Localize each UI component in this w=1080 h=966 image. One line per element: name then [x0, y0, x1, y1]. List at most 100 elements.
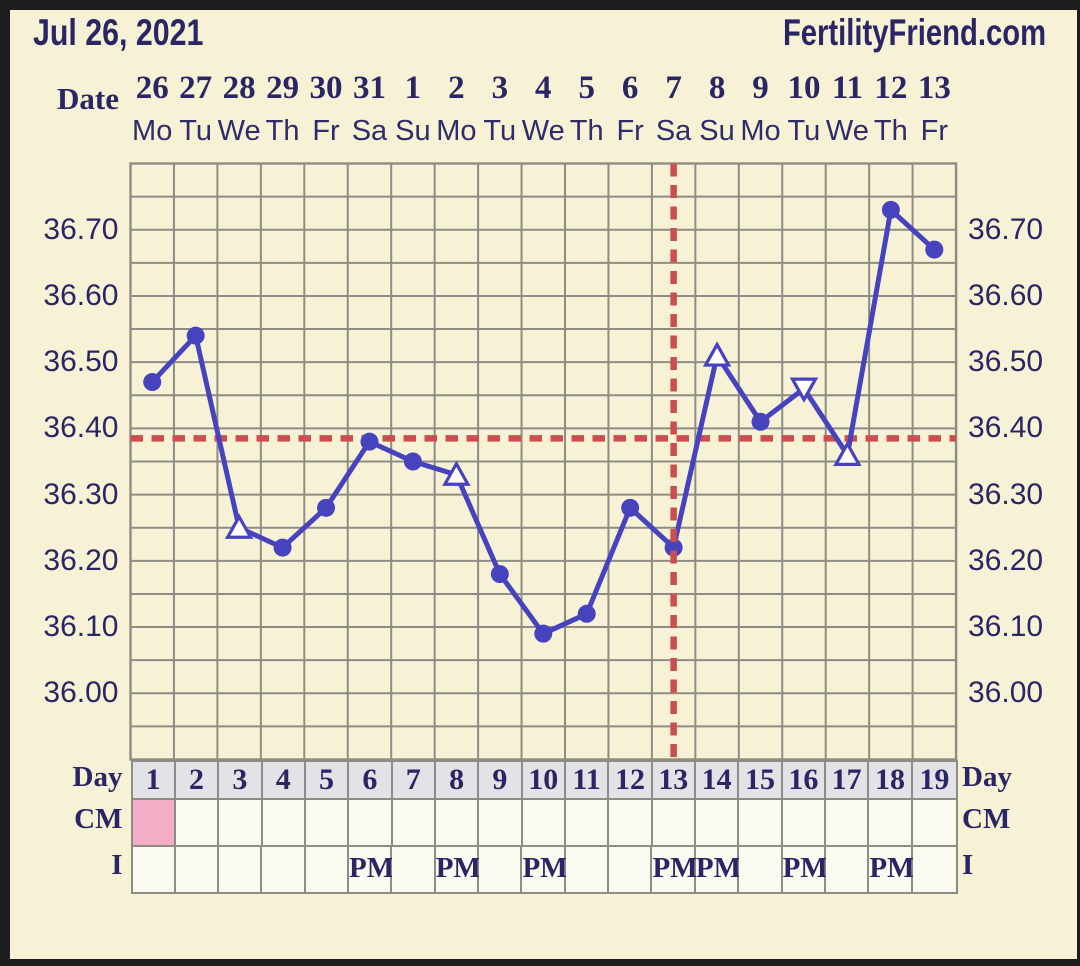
i-row-cell[interactable]	[392, 847, 436, 892]
cm-row-cell[interactable]	[175, 799, 220, 847]
temperature-line	[149, 207, 937, 637]
day-row-cell[interactable]: 3	[219, 761, 263, 800]
date-number: 2	[448, 70, 465, 106]
day-row-cell[interactable]: 10	[522, 761, 566, 800]
day-row: 1 2 3 4 5 6 7 8 9 10 11 12 13 14 15 16 17 18 19	[132, 761, 957, 800]
temp-marker-triangle-up	[442, 460, 471, 486]
y-tick-label-right: 36.10	[968, 610, 1044, 644]
y-tick-label-left: 36.50	[43, 345, 119, 379]
weekday-label: We	[521, 115, 565, 147]
date-number: 31	[352, 70, 386, 106]
date-number: 7	[665, 70, 682, 106]
y-tick-label-left: 36.10	[43, 610, 119, 644]
cm-row-cell[interactable]	[392, 799, 436, 847]
i-row-cell[interactable]: PM	[652, 847, 698, 892]
cm-row-cell[interactable]	[869, 799, 913, 847]
i-row-cell[interactable]	[219, 847, 263, 892]
date-number: 11	[831, 70, 863, 106]
day-row-cell[interactable]: 4	[262, 761, 306, 800]
cm-row-cell[interactable]	[435, 799, 480, 847]
y-tick-label-left: 36.40	[43, 411, 119, 445]
cm-row-cell[interactable]	[739, 799, 783, 847]
cm-row-cell[interactable]	[609, 799, 653, 847]
temp-marker-circle	[490, 565, 509, 584]
day-row-cell[interactable]: 16	[782, 761, 826, 800]
day-row-cell[interactable]: 2	[175, 761, 220, 800]
date-number: 1	[404, 70, 422, 106]
i-row-cell[interactable]	[262, 847, 306, 892]
i-row-cell[interactable]: PM	[869, 847, 914, 892]
date-number: 4	[535, 70, 552, 106]
i-row-cell[interactable]	[305, 847, 349, 892]
i-row-cell[interactable]: PM	[435, 847, 481, 892]
day-row-cell[interactable]: 9	[479, 761, 523, 800]
i-row-cell[interactable]: PM	[522, 847, 568, 892]
day-row-cell[interactable]: 14	[695, 761, 740, 800]
i-row-cell[interactable]	[609, 847, 653, 892]
i-row-cell[interactable]	[132, 847, 176, 892]
date-number: 6	[621, 70, 639, 106]
i-row-cell[interactable]	[739, 847, 783, 892]
cm-row-cell[interactable]	[479, 799, 523, 847]
date-number: 27	[179, 70, 213, 106]
temp-marker-circle	[751, 412, 770, 431]
temp-marker-circle	[360, 432, 379, 451]
i-row-cell[interactable]	[175, 847, 220, 892]
i-row: PM PM PM PM PM PM PM	[132, 847, 957, 892]
cm-row-cell[interactable]	[305, 799, 350, 847]
weekday-label: Th	[265, 115, 300, 147]
i-row-cell[interactable]: PM	[695, 847, 741, 892]
temp-marker-circle	[577, 604, 596, 623]
day-row-cell[interactable]: 7	[392, 761, 436, 800]
cm-row-cell[interactable]	[652, 799, 696, 847]
weekday-label: Fr	[312, 115, 340, 147]
cm-row-cell[interactable]	[132, 799, 176, 847]
cm-row-cell[interactable]	[782, 799, 826, 847]
day-cm-i-table: 1 2 3 4 5 6 7 8 9 10 11 12 13 14 15 16 17 18 19 PM PM PM PM PM P…	[130, 759, 959, 894]
cm-row-cell[interactable]	[262, 799, 306, 847]
day-row-cell[interactable]: 1	[132, 761, 176, 800]
cm-row-cell[interactable]	[522, 799, 566, 847]
i-row-cell[interactable]	[912, 847, 957, 892]
y-tick-label-left: 36.00	[43, 676, 119, 710]
day-row-cell[interactable]: 15	[739, 761, 783, 800]
temp-marker-triangle-down	[789, 377, 819, 403]
cm-row-cell[interactable]	[565, 799, 610, 847]
cm-row	[132, 799, 957, 847]
i-row-label-left: I	[111, 849, 123, 881]
temp-marker-circle	[881, 200, 900, 219]
i-row-cell[interactable]	[565, 847, 610, 892]
i-row-cell[interactable]	[479, 847, 523, 892]
cm-row-cell[interactable]	[349, 799, 393, 847]
temp-marker-circle	[534, 624, 553, 643]
temp-marker-circle	[186, 326, 205, 345]
cm-row-cell[interactable]	[826, 799, 870, 847]
cm-row-cell[interactable]	[695, 799, 740, 847]
i-row-cell[interactable]: PM	[348, 847, 394, 892]
day-row-cell[interactable]: 12	[609, 761, 653, 800]
temp-marker-triangle-up	[833, 440, 862, 466]
day-row-cell[interactable]: 19	[912, 761, 957, 800]
i-row-cell[interactable]: PM	[782, 847, 828, 892]
cm-row-cell[interactable]	[219, 799, 263, 847]
temp-marker-circle	[143, 373, 162, 392]
weekday-label: Su	[395, 115, 431, 147]
weekday-label: Sa	[655, 115, 692, 147]
day-row-cell[interactable]: 13	[652, 761, 696, 800]
y-tick-label-left: 36.60	[43, 278, 119, 312]
date-number: 9	[752, 70, 769, 106]
y-tick-label-right: 36.60	[968, 278, 1044, 312]
weekday-label: Fr	[920, 115, 948, 147]
day-row-cell[interactable]: 18	[869, 761, 913, 800]
day-row-cell[interactable]: 17	[826, 761, 870, 800]
day-row-cell[interactable]: 6	[349, 761, 393, 800]
date-number: 13	[917, 70, 951, 106]
day-row-cell[interactable]: 11	[565, 761, 610, 800]
cm-row-cell[interactable]	[912, 799, 957, 847]
day-row-cell[interactable]: 5	[305, 761, 350, 800]
i-row-cell[interactable]	[826, 847, 870, 892]
weekday-label: Mo	[132, 115, 173, 147]
day-row-cell[interactable]: 8	[435, 761, 480, 800]
date-axis-label: Date	[57, 81, 119, 116]
